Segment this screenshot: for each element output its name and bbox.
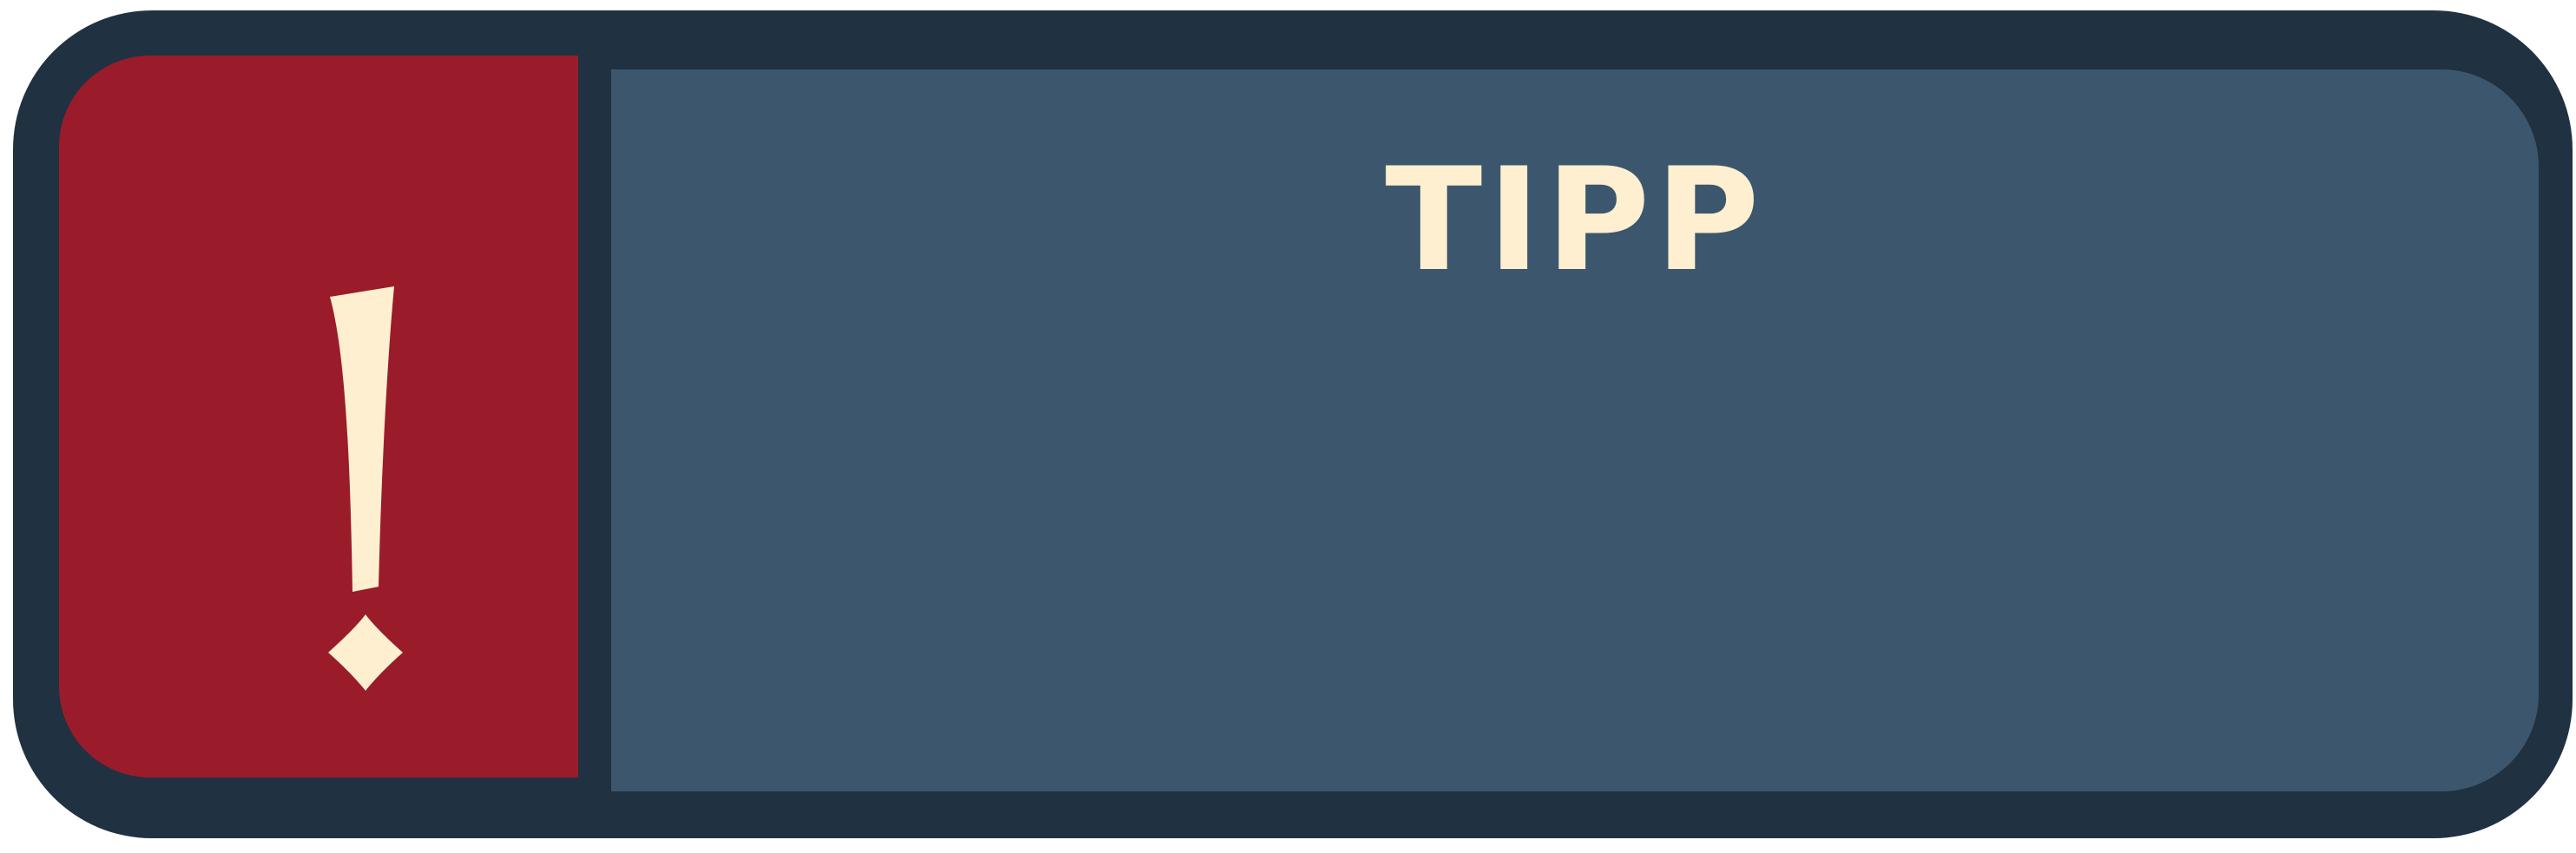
callout-title: TIPP (1385, 137, 1765, 303)
content-panel: TIPP (611, 69, 2539, 791)
icon-panel (59, 56, 578, 778)
exclamation-icon (328, 286, 403, 691)
